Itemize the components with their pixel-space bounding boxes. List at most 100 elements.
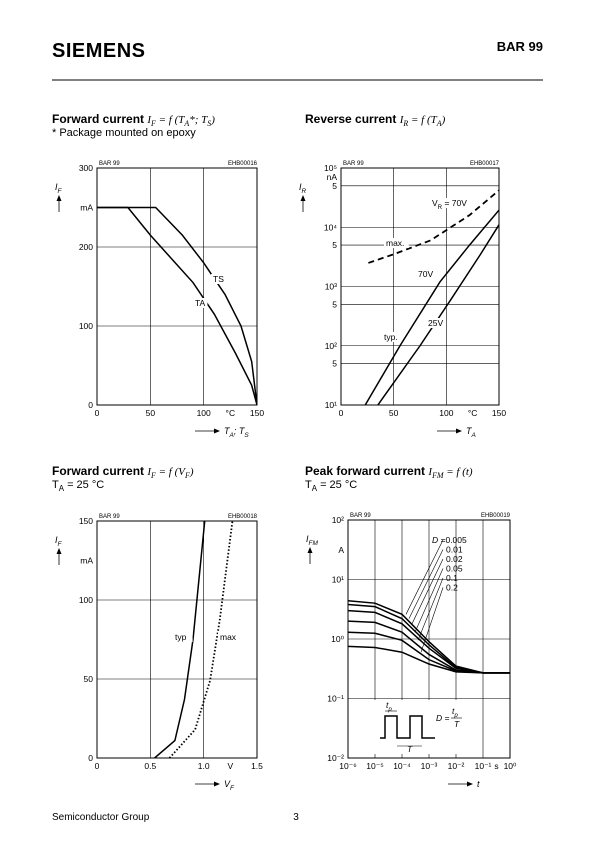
leader-line (411, 558, 444, 624)
legend-value: 0.005 (445, 535, 467, 545)
label-bg (218, 632, 238, 642)
legend-label: 0.2 (446, 583, 458, 593)
x-unit: V (227, 761, 233, 771)
arrow-head (56, 548, 62, 554)
y-tick-label: 200 (79, 242, 93, 252)
x-unit: s (494, 761, 498, 771)
y-axis-label: IF (55, 182, 63, 195)
text-run: ; T (234, 426, 246, 436)
chart-formula: IF = f (TA*; TS) (146, 114, 215, 128)
series-label: TS (213, 274, 224, 284)
y-unit: A (338, 545, 344, 555)
text-run: T (224, 426, 231, 436)
x-tick-label: 0 (95, 761, 100, 771)
text-run: I (427, 466, 433, 478)
y-tick-label: 300 (79, 163, 93, 173)
text-run: V (224, 779, 231, 789)
x-unit: °C (468, 408, 478, 418)
legend-value: 0.05 (446, 564, 463, 574)
chart-title: Reverse current (305, 112, 396, 126)
label-bg (384, 238, 409, 248)
text-run: T (466, 426, 473, 436)
x-axis-label: TA; TS (224, 426, 249, 439)
y-tick-label: 150 (79, 516, 93, 526)
y-tick-label: 10³ (325, 282, 337, 292)
label-bg (430, 198, 468, 208)
series-label: 25V (428, 318, 443, 328)
series-line (348, 645, 510, 674)
subscript: F (150, 119, 156, 128)
subscript: R (402, 119, 408, 128)
label-bg (193, 298, 208, 308)
chart-heading: Forward current IF = f (TA*; TS) (52, 112, 215, 128)
x-tick-label: 10⁻⁵ (366, 761, 383, 771)
subscript: A (436, 119, 442, 128)
text-run: *; T (189, 114, 208, 126)
annotation: VR = 70V (432, 198, 467, 211)
leader-line (420, 587, 444, 653)
y-tick-label: 5 (332, 299, 337, 309)
text-run: T (305, 479, 312, 491)
x-tick-label: 0 (339, 408, 344, 418)
x-axis-label: t (477, 779, 480, 789)
subscript: FM (431, 471, 444, 480)
text-run: I (399, 114, 405, 126)
chart-formula: IR = f (TA) (399, 114, 446, 128)
series-line (377, 224, 499, 405)
text-run: T (52, 479, 59, 491)
y-tick-label: 10² (325, 341, 337, 351)
text-run: V (432, 198, 438, 208)
chart-title: Forward current (52, 464, 144, 478)
y-tick-label: 50 (84, 674, 94, 684)
chart-code: EHB00017 (470, 161, 500, 167)
y-tick-label: 10⁻² (327, 753, 344, 763)
series-label: TA (195, 298, 206, 308)
plot-frame (340, 167, 500, 406)
leader-line (417, 577, 444, 641)
legend-value: 0.02 (446, 554, 463, 564)
text-run: t (452, 706, 455, 716)
chart-part: BAR 99 (99, 161, 120, 167)
subscript: F (58, 541, 63, 548)
y-tick-label: 10⁰ (331, 634, 344, 644)
chart-part: BAR 99 (343, 161, 364, 167)
label-bg (211, 274, 226, 284)
arrow-head (456, 428, 462, 434)
x-tick-label: 150 (250, 408, 264, 418)
x-tick-label: 50 (389, 408, 399, 418)
arrow-head (307, 547, 313, 553)
plot-frame (347, 519, 511, 759)
x-axis-label: TA (466, 426, 476, 439)
arrow-head (56, 195, 62, 201)
subscript: R (302, 188, 307, 195)
y-axis-label: IR (299, 182, 307, 195)
chart-subtitle: * Package mounted on epoxy (52, 127, 196, 139)
label-bg (416, 269, 436, 279)
leader-line (414, 568, 444, 633)
legend-label: 0.1 (446, 573, 458, 583)
text-run: = 70V (442, 198, 467, 208)
x-tick-label: 10⁰ (504, 761, 517, 771)
chart-code: EHB00018 (228, 514, 258, 520)
subscript: A (312, 484, 318, 493)
legend-label: 0.02 (446, 554, 463, 564)
y-tick-label: 5 (332, 181, 337, 191)
x-tick-label: 10⁻⁴ (393, 761, 411, 771)
series-line (97, 206, 257, 405)
text-run: I (55, 535, 58, 545)
label-bg (173, 632, 193, 642)
brand: SIEMENS (52, 40, 146, 62)
text-run: I (299, 182, 302, 192)
legend-label: D =0.005 (432, 535, 467, 545)
text-run: = f (V (156, 466, 186, 478)
legend-label: 0.01 (446, 545, 463, 555)
text-run: t (477, 779, 480, 789)
x-tick-label: 1.5 (251, 761, 263, 771)
y-tick-label: 10² (332, 515, 344, 525)
inset-label: T (407, 744, 413, 754)
arrow-head (467, 781, 473, 787)
series-line (97, 206, 257, 405)
series-line (364, 209, 499, 405)
x-unit: °C (226, 408, 236, 418)
subscript: FM (309, 540, 319, 547)
